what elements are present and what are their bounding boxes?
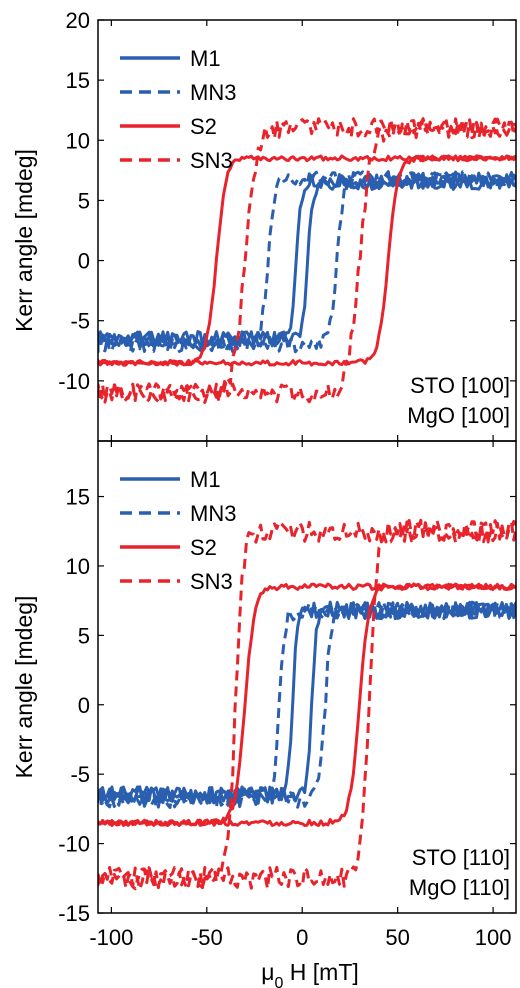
series-mn3-top	[98, 170, 516, 354]
y-tick-label: 15	[66, 485, 90, 510]
y-tick-label: 10	[66, 128, 90, 153]
y-tick-label: 15	[66, 68, 90, 93]
y-tick-label: -10	[58, 369, 90, 394]
x-tick-label: -50	[191, 925, 223, 950]
x-axis-label: μ0 H [mT]	[261, 959, 359, 988]
x-axis-label-rest: H [mT]	[283, 959, 358, 985]
y-tick-label: -5	[70, 762, 90, 787]
panel-top-annotation-1: STO [100]	[410, 373, 510, 398]
panel-top-curves	[98, 117, 516, 404]
series-sn3-top	[98, 117, 516, 404]
legend-label-sn3: SN3	[190, 569, 233, 594]
series-m1-top	[98, 174, 516, 348]
panel-bottom-annotation-2: MgO [110]	[409, 875, 510, 900]
legend-label-m1: M1	[190, 467, 221, 492]
x-tick-label: 50	[385, 925, 409, 950]
series-s2-top	[98, 154, 516, 367]
series-m1-bottom	[98, 600, 516, 805]
panel-top-ylabel: Kerr angle [mdeg]	[11, 149, 37, 332]
y-tick-label: 5	[78, 188, 90, 213]
x-tick-label: -100	[89, 925, 133, 950]
y-tick-label: -15	[58, 901, 90, 926]
y-tick-label: 5	[78, 623, 90, 648]
y-tick-label: 0	[78, 249, 90, 274]
series-s2-bottom	[98, 582, 516, 827]
panel-bottom-annotation-1: STO [110]	[412, 845, 510, 870]
series-sn3-bottom	[98, 518, 516, 891]
y-tick-label: 20	[66, 8, 90, 33]
y-tick-label: 10	[66, 554, 90, 579]
legend-label-s2: S2	[190, 535, 217, 560]
legend-label-sn3: SN3	[190, 148, 233, 173]
x-tick-label: 0	[296, 925, 308, 950]
x-tick-label: 100	[475, 925, 512, 950]
legend-label-m1: M1	[190, 46, 221, 71]
y-tick-label: -5	[70, 309, 90, 334]
legend-label-mn3: MN3	[190, 80, 236, 105]
panel-bottom-frame	[97, 440, 517, 914]
x-axis-label-mu: μ	[261, 959, 274, 985]
panel-bottom-ylabel: Kerr angle [mdeg]	[11, 596, 37, 779]
panel-top-annotation-2: MgO [100]	[407, 403, 510, 428]
y-tick-label: 0	[78, 693, 90, 718]
x-axis-label-sub: 0	[274, 975, 283, 988]
legend-label-mn3: MN3	[190, 501, 236, 526]
panel-bottom-curves	[98, 518, 516, 891]
legend-label-s2: S2	[190, 114, 217, 139]
y-tick-label: -10	[58, 832, 90, 857]
